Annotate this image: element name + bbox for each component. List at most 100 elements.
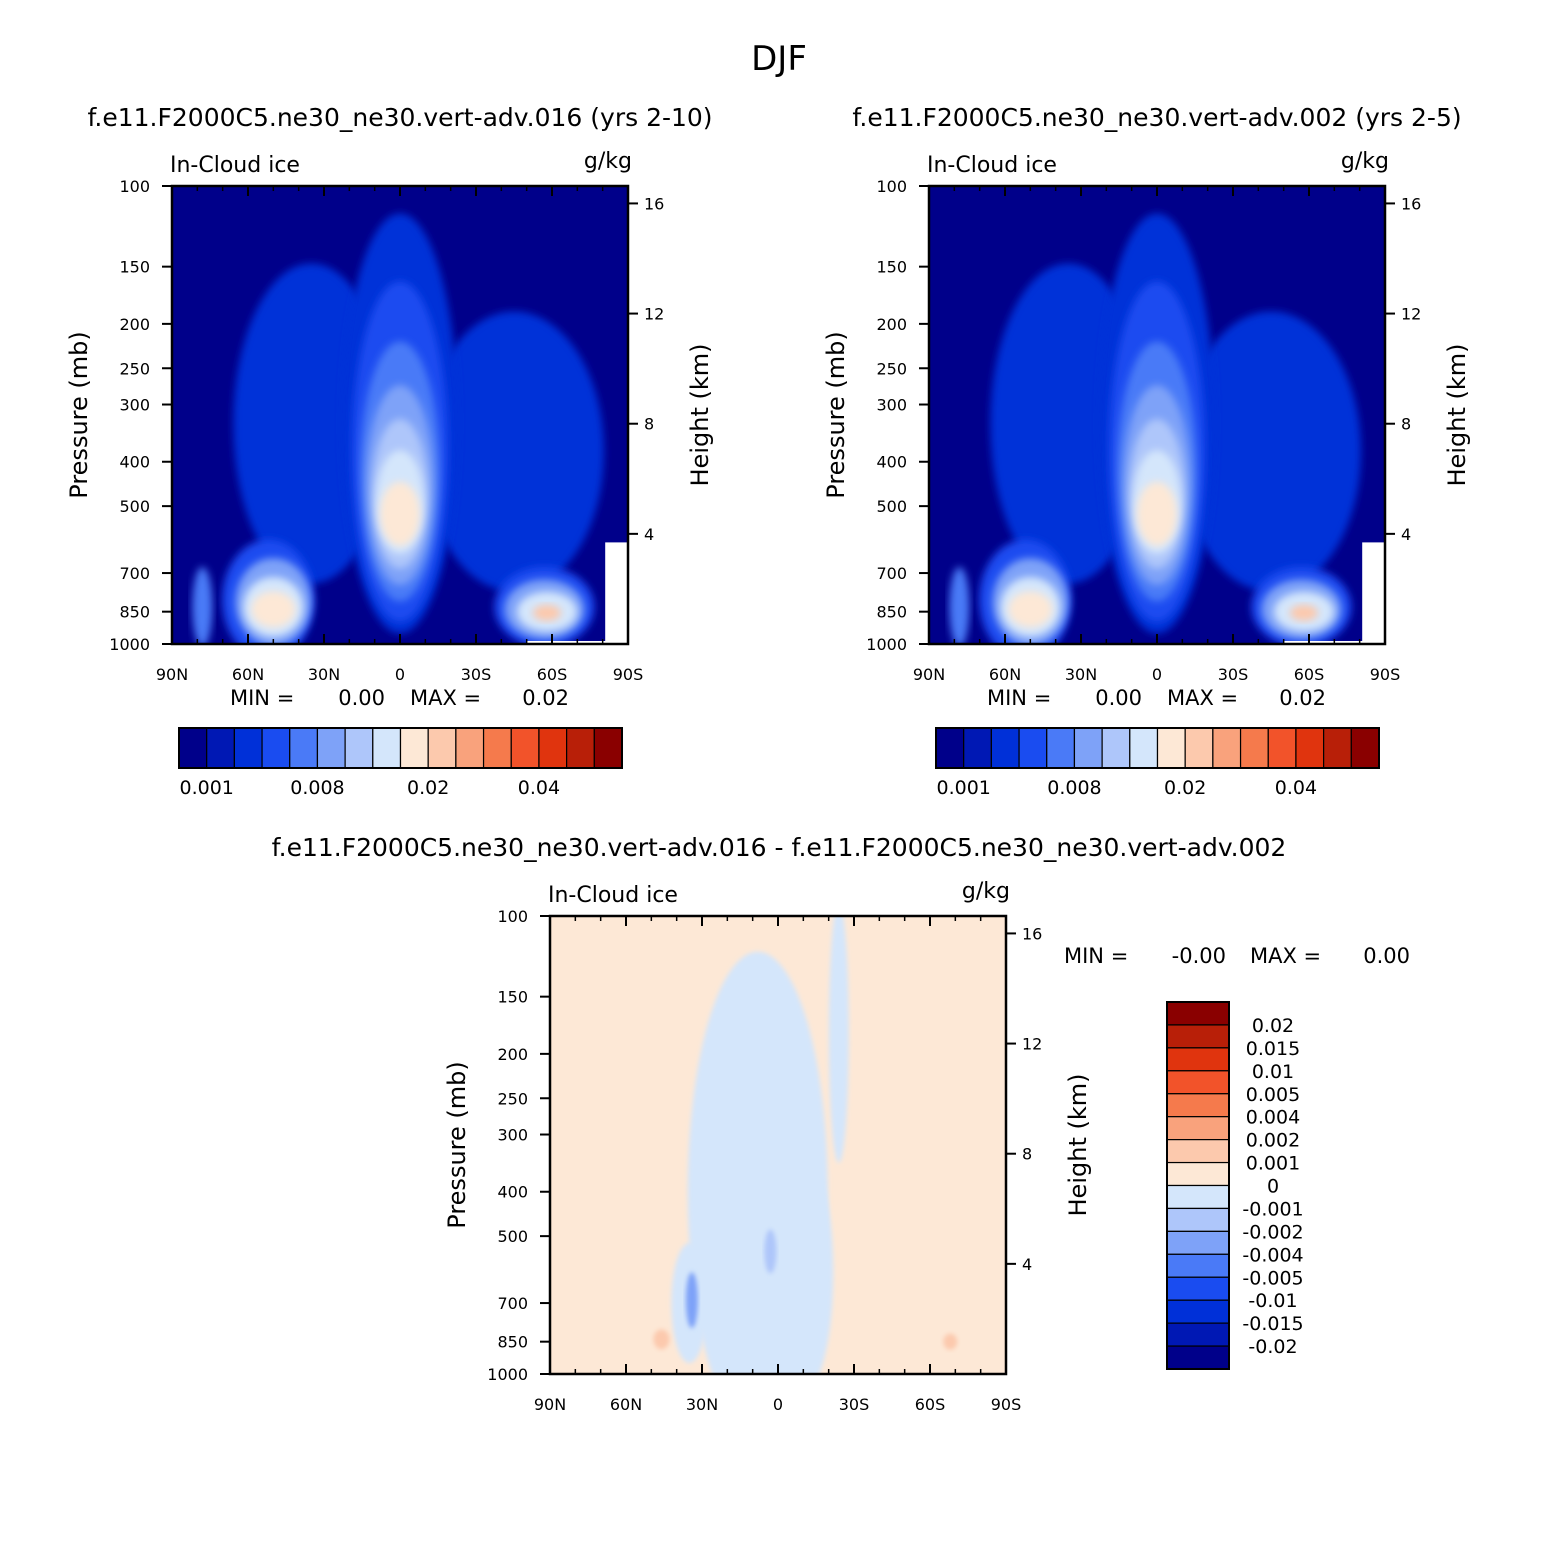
- colorbar-swatch: [1129, 727, 1159, 769]
- contour-level: [685, 1272, 698, 1329]
- stat-min-label-difference: MIN =: [1064, 944, 1128, 968]
- field-layers: [929, 186, 1385, 644]
- contour-level: [1181, 311, 1361, 592]
- x-tick-label: 30S: [839, 1395, 870, 1414]
- colorbar-swatch: [1295, 727, 1325, 769]
- colorbar-swatch: [1166, 1070, 1230, 1095]
- colorbar-label: 0.02: [1252, 1015, 1294, 1037]
- contour-level: [380, 481, 420, 546]
- colorbar-left: 0.001 0.008 0.02 0.04: [178, 727, 623, 799]
- contour-level: [424, 311, 604, 592]
- colorbar-swatch: [178, 727, 208, 769]
- contour-level: [1137, 481, 1177, 546]
- colorbar-swatch: [1166, 1139, 1230, 1164]
- tick-marks-right: 90N 60N 30N 0 30S 60S 90S 100 150 200 250 300 400 500…: [866, 177, 1421, 684]
- colorbar-swatch: [1166, 1230, 1230, 1255]
- colorbar-swatch: [1166, 1161, 1230, 1187]
- y-tick-label: 100: [876, 177, 907, 196]
- colorbar-label: 0.002: [1246, 1130, 1300, 1152]
- colorbar-swatch: [1166, 1001, 1230, 1026]
- colorbar-swatch: [566, 727, 595, 769]
- colorbar-label: 0: [1267, 1176, 1279, 1198]
- contour-level: [555, 916, 562, 1260]
- x-tick-label: 90N: [156, 665, 188, 684]
- y-tick-label: 400: [119, 453, 150, 472]
- corner-label-difference: In-Cloud ice: [548, 883, 678, 908]
- colorbar-swatch: [510, 727, 540, 769]
- corner-label-left: In-Cloud ice: [170, 153, 300, 178]
- colorbar-swatch: [1166, 1253, 1230, 1278]
- units-label-left: g/kg: [584, 149, 632, 174]
- units-label-difference: g/kg: [962, 879, 1010, 904]
- contour-level: [1008, 591, 1053, 628]
- colorbar-swatch: [1166, 1116, 1230, 1141]
- colorbar-frame: [935, 727, 1380, 769]
- colorbar-swatch: [1156, 727, 1186, 769]
- y2-axis-title-left: Height (km): [686, 344, 714, 487]
- x-tick-label: 30N: [308, 665, 340, 684]
- stat-max-value-difference: 0.00: [1363, 944, 1410, 968]
- x-tick-label: 60N: [610, 1395, 642, 1414]
- contour-level: [251, 591, 296, 628]
- y-tick-label: 1000: [866, 635, 907, 654]
- x-tick-label: 60S: [915, 1395, 946, 1414]
- plot-difference: 90N 60N 30N 0 30S 60S 90S 100 150 200 250 300 400 500…: [443, 879, 1410, 1414]
- y2-tick-label: 12: [1401, 305, 1421, 324]
- missing-data-mask: [1362, 542, 1385, 644]
- colorbar-label: 0.015: [1246, 1038, 1300, 1060]
- colorbar-frame: [1166, 1001, 1230, 1370]
- colorbar-label: -0.01: [1248, 1290, 1297, 1312]
- y2-tick-label: 16: [644, 194, 664, 213]
- colorbar-swatch: [1166, 1276, 1230, 1301]
- y-tick-label: 100: [119, 177, 150, 196]
- colorbar-label: -0.005: [1242, 1267, 1303, 1289]
- x-tick-label: 60N: [232, 665, 264, 684]
- colorbar-label: -0.004: [1242, 1244, 1303, 1266]
- colorbar-swatch: [1239, 727, 1269, 769]
- panel-title-right: f.e11.F2000C5.ne30_ne30.vert-adv.002 (yr…: [852, 103, 1461, 132]
- colorbar-label: 0.008: [1047, 777, 1101, 799]
- colorbar-swatch: [1166, 1322, 1230, 1347]
- x-tick-label: 90S: [1370, 665, 1401, 684]
- x-tick-label: 0: [773, 1395, 783, 1414]
- x-tick-label: 60S: [1294, 665, 1325, 684]
- y-tick-label: 200: [876, 315, 907, 334]
- x-tick-label: 60N: [989, 665, 1021, 684]
- x-tick-label: 0: [395, 665, 405, 684]
- colorbar-swatch: [316, 727, 346, 769]
- colorbar-swatch: [482, 727, 512, 769]
- y-axis-title-difference: Pressure (mb): [443, 1061, 471, 1228]
- x-tick-label: 30S: [1218, 665, 1249, 684]
- colorbar-swatch: [1018, 727, 1048, 769]
- contour-level: [1289, 604, 1318, 621]
- colorbar-swatch: [1101, 727, 1131, 769]
- colorbar-swatch: [1212, 727, 1242, 769]
- stat-min-value-difference: -0.00: [1172, 944, 1226, 968]
- colorbar-swatch: [538, 727, 568, 769]
- colorbar-label: 0.001: [936, 777, 990, 799]
- y-tick-label: 1000: [109, 635, 150, 654]
- tick-marks-difference: 90N 60N 30N 0 30S 60S 90S 100 150 200 250 300 400 500…: [487, 907, 1042, 1414]
- colorbar-swatch: [455, 727, 485, 769]
- x-tick-label: 30N: [686, 1395, 718, 1414]
- colorbar-swatch: [372, 727, 402, 769]
- y-tick-label: 400: [497, 1183, 528, 1202]
- plot-right: 90N 60N 30N 0 30S 60S 90S 100 150 200 250 300 400 500…: [822, 149, 1471, 710]
- y2-tick-label: 4: [1401, 525, 1411, 544]
- colorbar-label: -0.015: [1242, 1313, 1303, 1335]
- colorbar-swatch: [593, 727, 623, 769]
- units-label-right: g/kg: [1341, 149, 1389, 174]
- y2-tick-label: 4: [644, 525, 654, 544]
- y2-tick-label: 8: [1022, 1145, 1032, 1164]
- y2-tick-label: 8: [644, 415, 654, 434]
- stat-min-value-left: 0.00: [338, 686, 385, 710]
- colorbar-swatch: [344, 727, 374, 769]
- y-tick-label: 700: [876, 564, 907, 583]
- y2-tick-label: 8: [1401, 415, 1411, 434]
- y2-tick-label: 4: [1022, 1255, 1032, 1274]
- colorbar-swatch: [289, 727, 319, 769]
- y-tick-label: 700: [119, 564, 150, 583]
- contour-level: [949, 566, 970, 644]
- y-tick-label: 400: [876, 453, 907, 472]
